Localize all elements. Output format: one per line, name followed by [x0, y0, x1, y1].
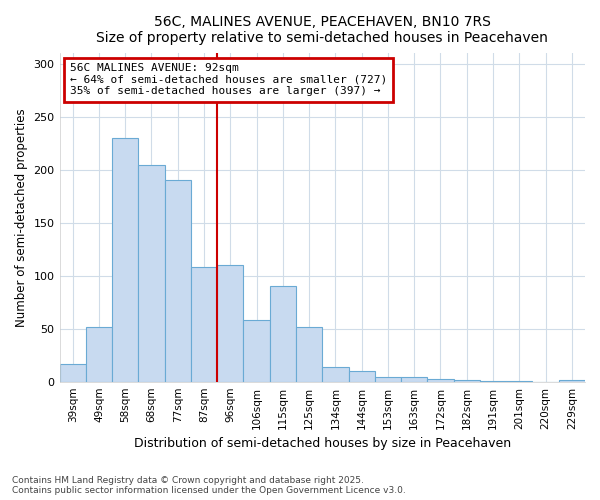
Bar — [217, 265, 244, 382]
Bar — [244, 320, 270, 382]
Text: Contains HM Land Registry data © Crown copyright and database right 2025.
Contai: Contains HM Land Registry data © Crown c… — [12, 476, 406, 495]
Text: 56C MALINES AVENUE: 92sqm
← 64% of semi-detached houses are smaller (727)
35% of: 56C MALINES AVENUE: 92sqm ← 64% of semi-… — [70, 63, 388, 96]
Bar — [164, 180, 191, 382]
X-axis label: Distribution of semi-detached houses by size in Peacehaven: Distribution of semi-detached houses by … — [134, 437, 511, 450]
Bar — [349, 371, 375, 382]
Bar — [401, 378, 427, 382]
Title: 56C, MALINES AVENUE, PEACEHAVEN, BN10 7RS
Size of property relative to semi-deta: 56C, MALINES AVENUE, PEACEHAVEN, BN10 7R… — [97, 15, 548, 45]
Bar — [191, 268, 217, 382]
Bar — [480, 380, 506, 382]
Y-axis label: Number of semi-detached properties: Number of semi-detached properties — [15, 108, 28, 327]
Bar — [454, 380, 480, 382]
Bar — [59, 364, 86, 382]
Bar — [270, 286, 296, 382]
Bar — [559, 380, 585, 382]
Bar — [322, 367, 349, 382]
Bar — [296, 326, 322, 382]
Bar — [375, 378, 401, 382]
Bar — [427, 378, 454, 382]
Bar — [86, 326, 112, 382]
Bar — [112, 138, 139, 382]
Bar — [506, 380, 532, 382]
Bar — [139, 164, 164, 382]
